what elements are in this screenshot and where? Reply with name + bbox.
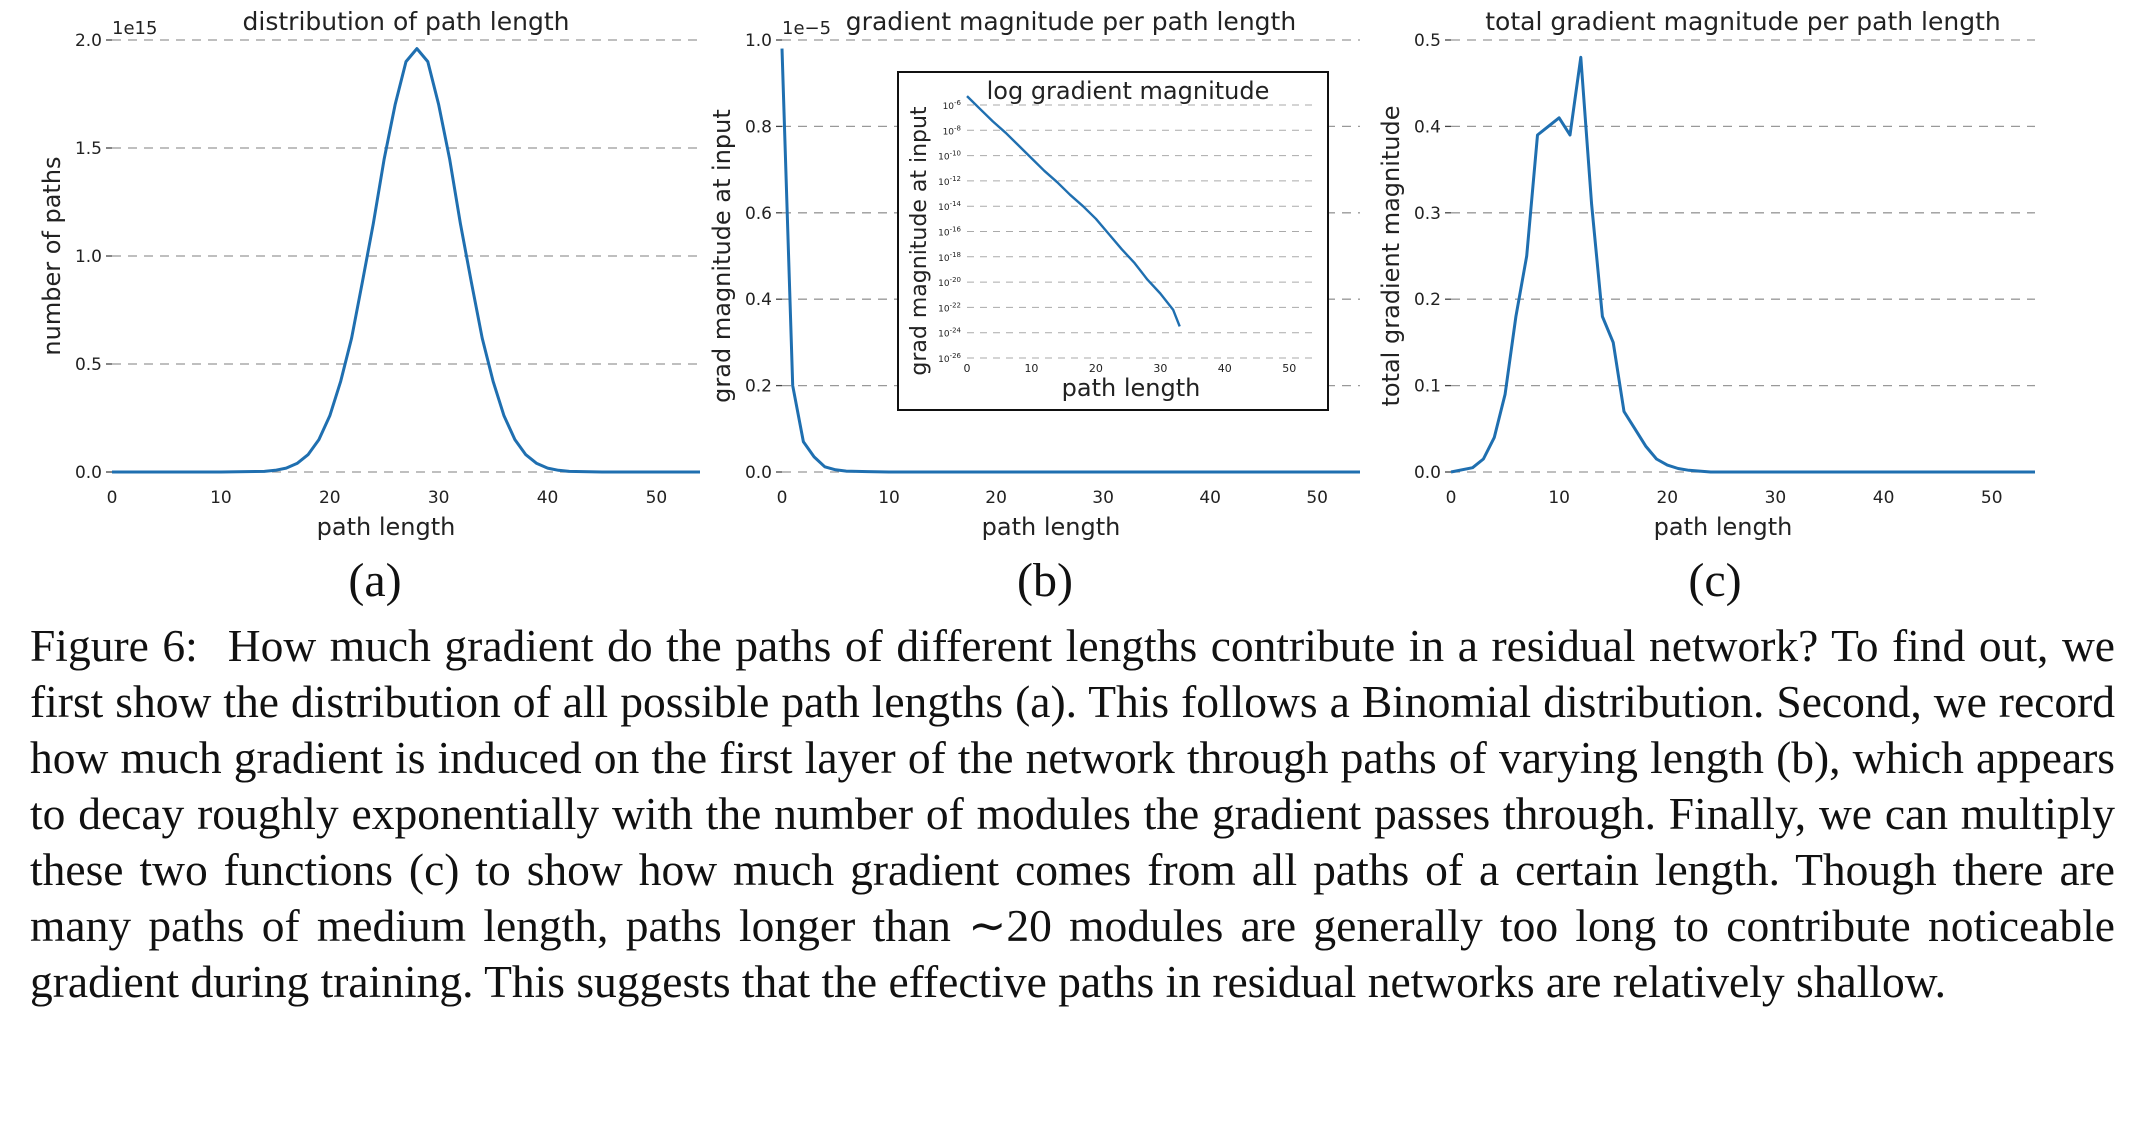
x-tick-label: 0 bbox=[1446, 488, 1457, 508]
y-tick-label: 0.2 bbox=[745, 377, 772, 397]
caption-text: How much gradient do the paths of differ… bbox=[30, 620, 2115, 1007]
inset-y-tick-label: 10-10 bbox=[938, 150, 961, 163]
chart-3: 0.0 0.1 0.2 0.3 0.4 0.5 0 10 20 30 40 50 path length… bbox=[1377, 7, 2035, 541]
inset-title: log gradient magnitude bbox=[987, 77, 1270, 105]
y-tick-label: 0.5 bbox=[75, 355, 102, 375]
x-tick-label: 10 bbox=[1548, 488, 1570, 508]
inset-y-tick-label: 10-16 bbox=[938, 226, 961, 239]
y-tick-label: 0.1 bbox=[1414, 377, 1441, 397]
panel-label-a: (a) bbox=[348, 554, 402, 607]
inset-x-tick-label: 20 bbox=[1089, 362, 1103, 375]
panel-label-c: (c) bbox=[1688, 554, 1742, 607]
y-tick-label: 1.0 bbox=[75, 247, 102, 267]
y-axis-label: total gradient magnitude bbox=[1377, 105, 1405, 406]
chart-1: 0.0 0.5 1.0 1.5 2.0 0 10 20 30 40 50 path length num… bbox=[38, 7, 700, 541]
y-tick-label: 0.0 bbox=[1414, 463, 1441, 483]
figure-svg: 0.0 0.5 1.0 1.5 2.0 0 10 20 30 40 50 path length num… bbox=[38, 7, 2035, 541]
inset-frame bbox=[897, 71, 1329, 411]
inset-y-tick-label: 10-22 bbox=[938, 301, 961, 314]
y-tick-label: 1.0 bbox=[745, 31, 772, 51]
y-tick-label: 0.0 bbox=[745, 463, 772, 483]
inset-y-tick-label: 10-8 bbox=[943, 124, 961, 137]
inset-y-tick-label: 10-14 bbox=[938, 200, 961, 213]
x-tick-label: 10 bbox=[878, 488, 900, 508]
inset-series-line bbox=[966, 95, 1181, 327]
x-tick-label: 30 bbox=[1765, 488, 1787, 508]
x-axis-label: path length bbox=[1654, 513, 1793, 541]
y-tick-label: 0.4 bbox=[1414, 117, 1441, 137]
x-tick-label: 40 bbox=[537, 488, 559, 508]
y-tick-label: 0.0 bbox=[75, 463, 102, 483]
figure-caption: Figure 6: How much gradient do the paths … bbox=[30, 618, 2115, 1010]
y-tick-label: 2.0 bbox=[75, 31, 102, 51]
y-tick-label: 0.5 bbox=[1414, 31, 1441, 51]
x-tick-label: 40 bbox=[1873, 488, 1895, 508]
series-line bbox=[112, 47, 700, 474]
x-tick-label: 0 bbox=[107, 488, 118, 508]
inset-x-tick-label: 50 bbox=[1282, 362, 1296, 375]
y-tick-label: 0.4 bbox=[745, 290, 772, 310]
y-tick-label: 0.3 bbox=[1414, 204, 1441, 224]
series-line bbox=[1450, 55, 2035, 474]
inset-x-tick-label: 30 bbox=[1153, 362, 1167, 375]
x-tick-label: 50 bbox=[1306, 488, 1328, 508]
inset-x-tick-label: 0 bbox=[964, 362, 971, 375]
inset-y-tick-label: 10-18 bbox=[938, 251, 961, 264]
x-tick-label: 20 bbox=[1656, 488, 1678, 508]
chart-title: distribution of path length bbox=[243, 7, 570, 36]
series-line bbox=[780, 48, 1360, 474]
x-tick-label: 10 bbox=[210, 488, 232, 508]
x-axis-label: path length bbox=[317, 513, 456, 541]
x-tick-label: 30 bbox=[428, 488, 450, 508]
x-tick-label: 0 bbox=[777, 488, 788, 508]
x-tick-label: 50 bbox=[646, 488, 668, 508]
inset-y-tick-label: 10-24 bbox=[938, 327, 961, 340]
inset-y-tick-label: 10-6 bbox=[943, 99, 962, 112]
y-tick-label: 0.2 bbox=[1414, 290, 1441, 310]
x-tick-label: 20 bbox=[319, 488, 341, 508]
x-tick-label: 40 bbox=[1199, 488, 1221, 508]
inset-x-tick-label: 10 bbox=[1024, 362, 1038, 375]
inset-x-axis-label: path length bbox=[1062, 374, 1201, 402]
inset-y-tick-label: 10-26 bbox=[938, 352, 961, 365]
axis-offset-label: 1e15 bbox=[112, 18, 157, 39]
inset-y-axis-label: grad magnitude at input bbox=[907, 106, 932, 376]
y-axis-label: grad magnitude at input bbox=[708, 109, 736, 403]
chart-title: gradient magnitude per path length bbox=[846, 7, 1296, 36]
x-tick-label: 50 bbox=[1981, 488, 2003, 508]
x-axis-label: path length bbox=[982, 513, 1121, 541]
axis-offset-label: 1e−5 bbox=[782, 18, 831, 39]
y-axis-label: number of paths bbox=[38, 156, 66, 355]
inset-y-tick-label: 10-20 bbox=[938, 276, 961, 289]
inset-x-tick-label: 40 bbox=[1218, 362, 1232, 375]
caption-label: Figure 6: bbox=[30, 620, 198, 671]
x-tick-label: 30 bbox=[1092, 488, 1114, 508]
y-tick-label: 0.8 bbox=[745, 117, 772, 137]
chart-2: 0.0 0.2 0.4 0.6 0.8 1.0 0 10 20 30 40 50 path length… bbox=[708, 7, 1360, 541]
y-tick-label: 0.6 bbox=[745, 204, 772, 224]
figure: 0.0 0.5 1.0 1.5 2.0 0 10 20 30 40 50 path length num… bbox=[38, 7, 2035, 541]
inset-chart: 10-6 10-8 10-10 10-12 10-14 10-16 10-18 10-20 10… bbox=[897, 71, 1329, 411]
inset-y-tick-label: 10-12 bbox=[938, 175, 961, 188]
panel-label-b: (b) bbox=[1017, 554, 1073, 607]
chart-title: total gradient magnitude per path length bbox=[1485, 7, 2001, 36]
x-tick-label: 20 bbox=[985, 488, 1007, 508]
y-tick-label: 1.5 bbox=[75, 139, 102, 159]
